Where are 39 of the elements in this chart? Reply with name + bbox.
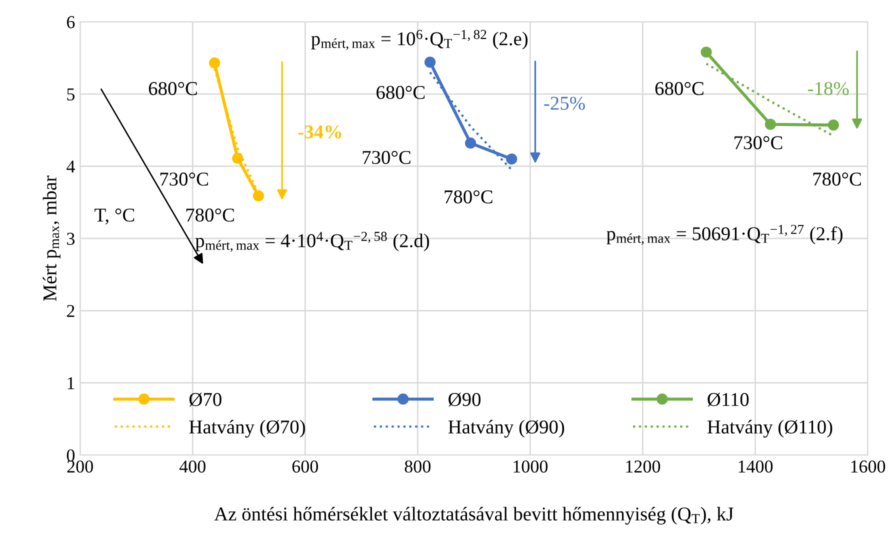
annotation: 780°C bbox=[813, 172, 861, 186]
x-tick-label: 800 bbox=[404, 460, 431, 473]
x-tick-label: 600 bbox=[292, 460, 318, 473]
legend-label: Ø70 bbox=[189, 392, 222, 406]
annotation: T, °C bbox=[94, 208, 134, 224]
annotation: 730°C bbox=[734, 136, 782, 150]
legend-label: Ø110 bbox=[708, 392, 749, 406]
y-tick-label: 2 bbox=[67, 304, 74, 317]
legend-label: Hatvány (Ø110) bbox=[707, 420, 832, 438]
x-tick-label: 1400 bbox=[738, 460, 773, 473]
annotation: 680°C bbox=[655, 82, 704, 96]
annotation: -18% bbox=[808, 82, 849, 96]
annotation: 730°C bbox=[362, 150, 410, 164]
legend-label: Hatvány (Ø90) bbox=[448, 420, 564, 438]
legend-label: Hatvány (Ø70) bbox=[189, 420, 305, 438]
annotation: 730°C bbox=[160, 172, 208, 186]
y-axis-title: Mért p$_{max}$, mbar bbox=[42, 176, 60, 301]
legend-label: Ø90 bbox=[448, 392, 481, 406]
annotation: p$_{mért,max}$ = 4·10$^{4}$·Q$_{T}$$^{−2,58}$ (2.d) bbox=[195, 232, 430, 252]
y-tick-label: 0 bbox=[66, 449, 75, 462]
annotation: p$_{mért,max}$ = 10$^{6}$·Q$_{T}$$^{−1,82}$ (2.e) bbox=[311, 30, 528, 50]
y-tick-label: 5 bbox=[67, 88, 75, 100]
annotation: -34% bbox=[298, 125, 342, 139]
x-tick-label: 200 bbox=[67, 460, 93, 473]
x-tick-label: 1600 bbox=[851, 460, 886, 473]
annotation: p$_{mért,max}$ = 50691·Q$_{T}$$^{−1,27}$ (2.f) bbox=[606, 224, 843, 245]
annotation: 680°C bbox=[148, 82, 197, 96]
y-tick-label: 1 bbox=[68, 377, 74, 390]
annotation: -25% bbox=[544, 96, 585, 110]
x-tick-label: 400 bbox=[179, 460, 206, 473]
x-tick-label: 1000 bbox=[514, 460, 548, 473]
x-tick-label: 1200 bbox=[626, 460, 660, 473]
y-tick-label: 3 bbox=[67, 232, 75, 245]
annotation: 680°C bbox=[376, 86, 425, 100]
x-axis-title: Az öntési hőmérséklet változtatásával bevitt hőmennyiség (Q$_{T}$), kJ bbox=[214, 506, 734, 525]
annotation: 780°C bbox=[444, 190, 492, 204]
y-tick-label: 6 bbox=[66, 16, 75, 28]
annotation: 780°C bbox=[186, 208, 234, 222]
y-tick-label: 4 bbox=[66, 160, 75, 172]
